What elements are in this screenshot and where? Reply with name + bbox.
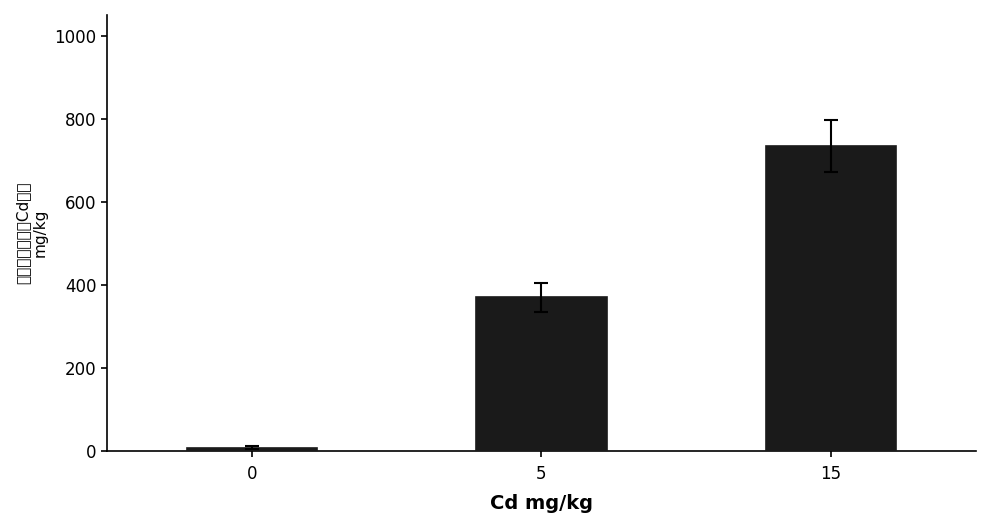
Bar <box>766 146 896 451</box>
Bar <box>186 448 317 451</box>
Bar <box>477 297 606 451</box>
X-axis label: Cd mg/kg: Cd mg/kg <box>490 494 593 513</box>
Y-axis label: 伴矿景天地上部Cd浓度
mg/kg: 伴矿景天地上部Cd浓度 mg/kg <box>15 182 48 284</box>
